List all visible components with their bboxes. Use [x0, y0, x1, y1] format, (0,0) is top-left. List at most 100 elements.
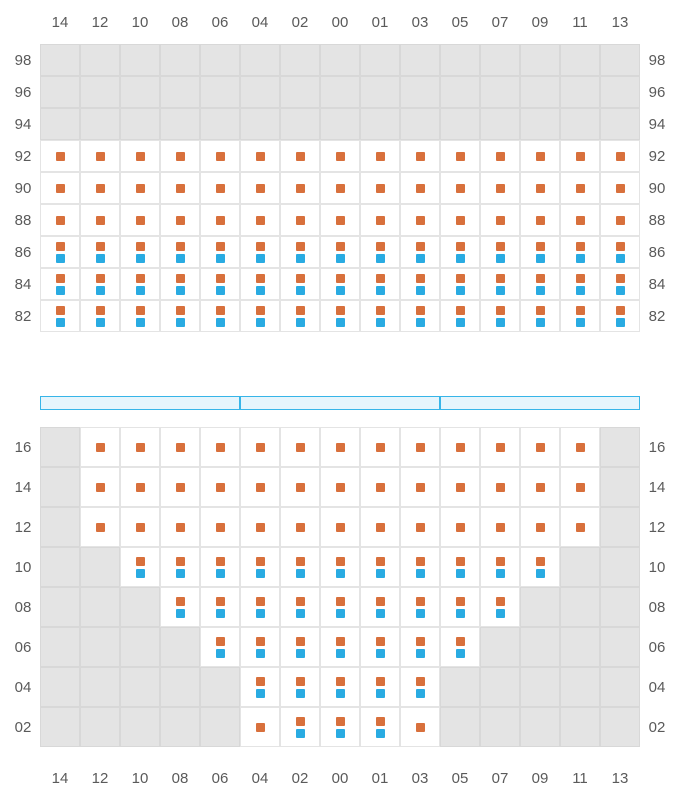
seat-marker-blue[interactable] [536, 254, 545, 263]
seat-marker-orange[interactable] [376, 306, 385, 315]
seat-marker-orange[interactable] [416, 152, 425, 161]
seat-marker-orange[interactable] [296, 216, 305, 225]
seat-marker-blue[interactable] [616, 254, 625, 263]
seat-marker-orange[interactable] [496, 274, 505, 283]
seat-marker-orange[interactable] [456, 483, 465, 492]
seat-marker-blue[interactable] [216, 286, 225, 295]
seat-marker-orange[interactable] [616, 274, 625, 283]
seat-marker-orange[interactable] [496, 216, 505, 225]
seat-marker-orange[interactable] [136, 483, 145, 492]
seat-marker-orange[interactable] [176, 184, 185, 193]
seat-marker-blue[interactable] [256, 689, 265, 698]
seat-marker-orange[interactable] [536, 523, 545, 532]
seat-marker-blue[interactable] [296, 609, 305, 618]
seat-marker-blue[interactable] [576, 286, 585, 295]
seat-marker-orange[interactable] [216, 523, 225, 532]
seat-marker-orange[interactable] [376, 152, 385, 161]
seat-marker-orange[interactable] [376, 184, 385, 193]
seat-marker-orange[interactable] [416, 483, 425, 492]
seat-marker-blue[interactable] [496, 286, 505, 295]
seat-marker-orange[interactable] [176, 152, 185, 161]
seat-marker-orange[interactable] [416, 306, 425, 315]
seat-marker-orange[interactable] [296, 677, 305, 686]
seat-marker-blue[interactable] [136, 569, 145, 578]
seat-marker-orange[interactable] [496, 306, 505, 315]
seat-marker-orange[interactable] [216, 184, 225, 193]
seat-marker-orange[interactable] [536, 483, 545, 492]
seat-marker-blue[interactable] [576, 318, 585, 327]
seat-marker-orange[interactable] [176, 557, 185, 566]
seat-marker-orange[interactable] [336, 443, 345, 452]
seat-marker-blue[interactable] [496, 254, 505, 263]
seat-marker-orange[interactable] [496, 523, 505, 532]
seat-marker-blue[interactable] [216, 254, 225, 263]
seat-marker-orange[interactable] [456, 637, 465, 646]
seat-marker-orange[interactable] [496, 443, 505, 452]
seat-marker-orange[interactable] [96, 216, 105, 225]
seat-marker-orange[interactable] [136, 443, 145, 452]
seat-marker-orange[interactable] [296, 557, 305, 566]
seat-marker-orange[interactable] [96, 523, 105, 532]
seat-marker-orange[interactable] [456, 523, 465, 532]
seat-marker-orange[interactable] [256, 523, 265, 532]
seat-marker-blue[interactable] [456, 286, 465, 295]
seat-marker-blue[interactable] [536, 286, 545, 295]
seat-marker-blue[interactable] [416, 318, 425, 327]
seat-marker-orange[interactable] [456, 242, 465, 251]
seat-marker-orange[interactable] [96, 242, 105, 251]
seat-marker-blue[interactable] [136, 286, 145, 295]
seat-marker-orange[interactable] [216, 637, 225, 646]
seat-marker-blue[interactable] [176, 569, 185, 578]
seat-marker-orange[interactable] [56, 216, 65, 225]
seat-marker-orange[interactable] [536, 443, 545, 452]
seat-marker-orange[interactable] [216, 557, 225, 566]
seat-marker-blue[interactable] [456, 318, 465, 327]
seat-marker-blue[interactable] [336, 649, 345, 658]
seat-marker-blue[interactable] [416, 254, 425, 263]
seat-marker-blue[interactable] [256, 609, 265, 618]
seat-marker-orange[interactable] [256, 242, 265, 251]
seat-marker-orange[interactable] [336, 152, 345, 161]
seat-marker-orange[interactable] [176, 274, 185, 283]
seat-marker-orange[interactable] [416, 216, 425, 225]
seat-marker-blue[interactable] [456, 609, 465, 618]
seat-marker-orange[interactable] [96, 274, 105, 283]
seat-marker-orange[interactable] [296, 306, 305, 315]
seat-marker-orange[interactable] [456, 216, 465, 225]
seat-marker-orange[interactable] [216, 483, 225, 492]
seat-marker-orange[interactable] [96, 152, 105, 161]
seat-marker-blue[interactable] [616, 318, 625, 327]
seat-marker-orange[interactable] [256, 274, 265, 283]
seat-marker-orange[interactable] [536, 306, 545, 315]
seat-marker-orange[interactable] [536, 184, 545, 193]
seat-marker-orange[interactable] [376, 717, 385, 726]
seat-marker-orange[interactable] [496, 597, 505, 606]
seat-marker-orange[interactable] [56, 184, 65, 193]
seat-marker-orange[interactable] [336, 677, 345, 686]
seat-marker-blue[interactable] [496, 569, 505, 578]
seat-marker-orange[interactable] [136, 557, 145, 566]
seat-marker-orange[interactable] [256, 306, 265, 315]
seat-marker-orange[interactable] [496, 483, 505, 492]
seat-marker-orange[interactable] [256, 152, 265, 161]
seat-marker-orange[interactable] [336, 306, 345, 315]
seat-marker-blue[interactable] [536, 318, 545, 327]
seat-marker-orange[interactable] [256, 677, 265, 686]
seat-marker-orange[interactable] [256, 597, 265, 606]
seat-marker-orange[interactable] [336, 184, 345, 193]
seat-marker-blue[interactable] [176, 286, 185, 295]
seat-marker-orange[interactable] [496, 242, 505, 251]
seat-marker-blue[interactable] [336, 729, 345, 738]
seat-marker-orange[interactable] [216, 443, 225, 452]
seat-marker-orange[interactable] [616, 184, 625, 193]
seat-marker-orange[interactable] [416, 242, 425, 251]
seat-marker-blue[interactable] [336, 318, 345, 327]
seat-marker-orange[interactable] [456, 152, 465, 161]
seat-marker-orange[interactable] [56, 274, 65, 283]
seat-marker-orange[interactable] [416, 677, 425, 686]
seat-marker-blue[interactable] [376, 318, 385, 327]
seat-marker-orange[interactable] [496, 152, 505, 161]
seat-marker-orange[interactable] [216, 216, 225, 225]
seat-marker-orange[interactable] [576, 274, 585, 283]
seat-marker-orange[interactable] [216, 152, 225, 161]
